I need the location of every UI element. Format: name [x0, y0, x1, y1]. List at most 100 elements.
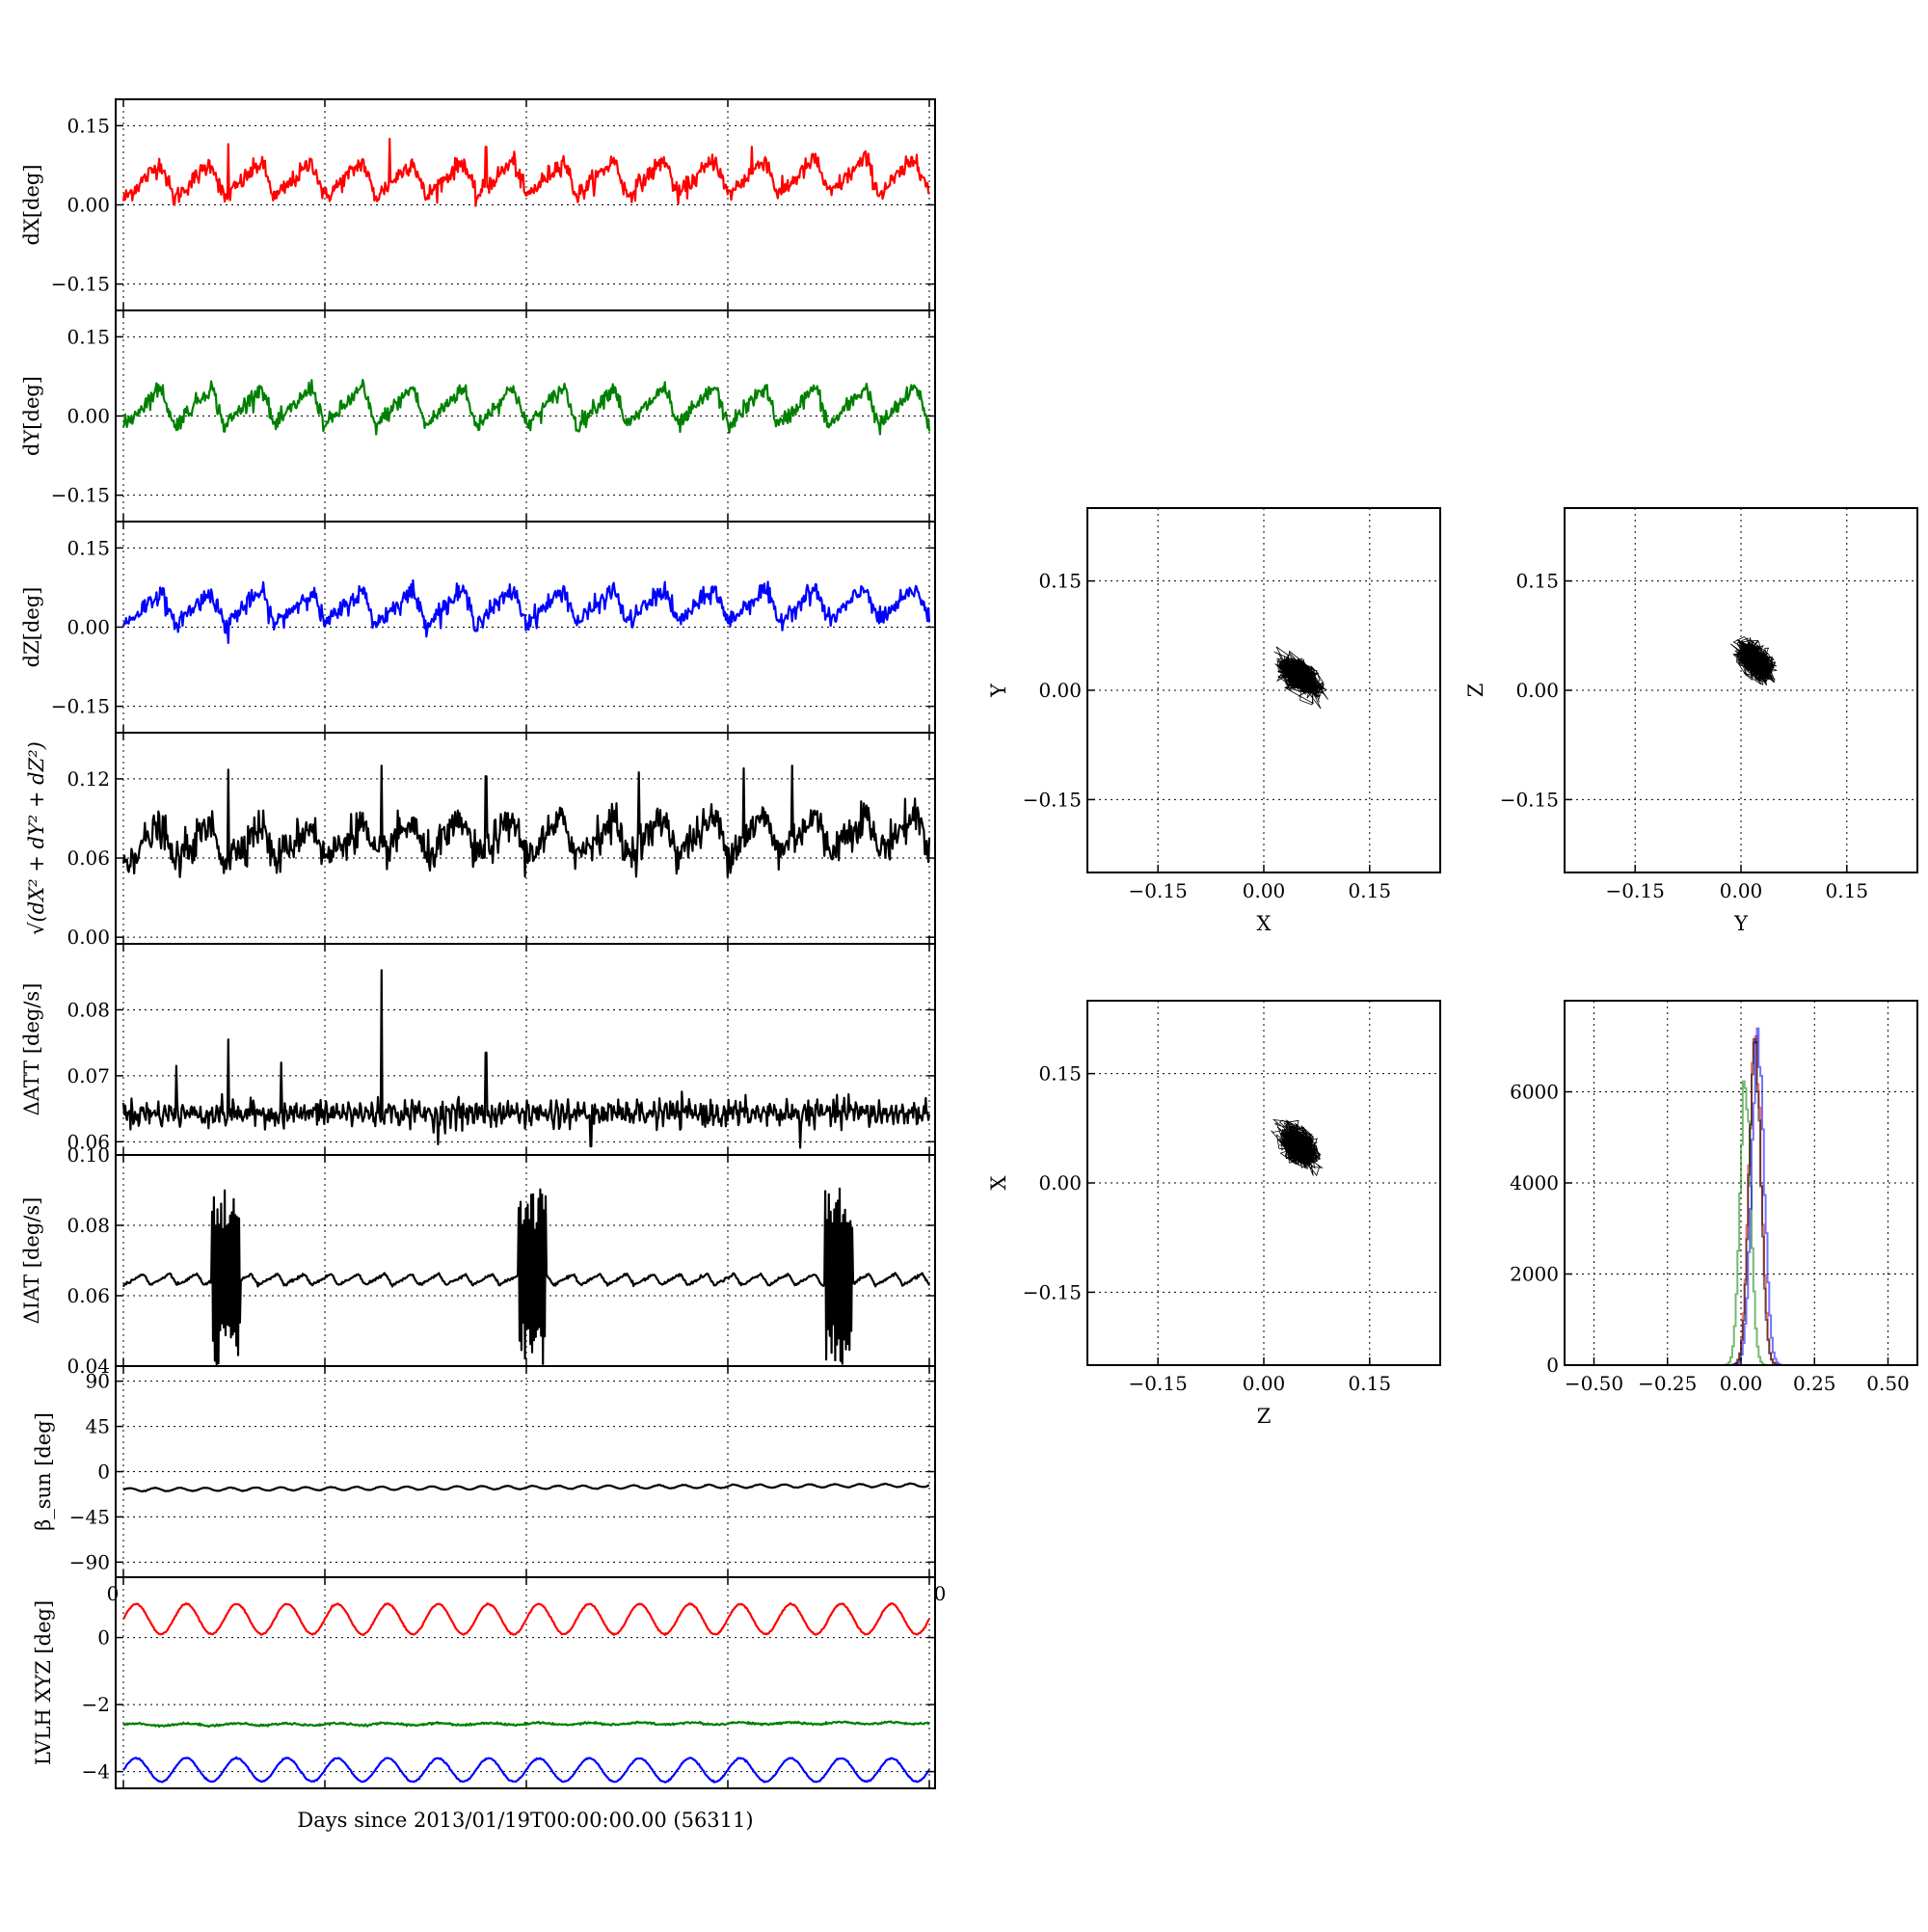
yz-ylabel-text: Z: [1464, 684, 1487, 698]
hist-xtick-label: 0.00: [1720, 1372, 1763, 1395]
beta-ytick-label: 45: [86, 1415, 110, 1438]
dZ-ylabel-text: dZ[deg]: [20, 587, 43, 668]
total-ytick-label: 0.06: [67, 846, 110, 870]
lvlh-series-Y: [122, 1720, 930, 1729]
diat-ytick-label: 0.10: [67, 1143, 110, 1167]
zx-ylabel-text: X: [987, 1175, 1010, 1190]
hist-xtick-label: −0.25: [1638, 1372, 1697, 1395]
beta-ytick-label: 0: [97, 1461, 110, 1484]
hist-xtick-label: 0.50: [1866, 1372, 1910, 1395]
dY-ytick-label: 0.15: [67, 325, 110, 348]
frame-layer: [115, 98, 1918, 1789]
lvlh-series-X: [122, 1601, 930, 1637]
timeseries-xlabel: Days since 2013/01/19T00:00:00.00 (56311…: [297, 1809, 753, 1832]
xy-xtick-label: 0.15: [1349, 879, 1392, 902]
beta-ytick-label: −45: [69, 1505, 110, 1528]
datt-series-line: [121, 969, 931, 1149]
diat-ytick-label: 0.04: [67, 1355, 110, 1378]
dZ-ytick-label: 0.15: [67, 536, 110, 559]
yz-ytick-label: 0.15: [1515, 570, 1559, 593]
dX-ytick-label: 0.00: [67, 194, 110, 217]
datt-ytick-label: 0.07: [67, 1064, 110, 1087]
stray-tick-left: 0: [107, 1582, 120, 1605]
yz-xtick-label: 0.00: [1720, 879, 1763, 902]
text-layer: −0.15 0.00 0.15 dX[deg] −0.15 0.00 0.15 dY[deg]…: [20, 114, 1910, 1783]
xy-ytick-label: 0.15: [1038, 570, 1082, 593]
total-ylabel: √(dX² + dY² + dZ²): [25, 741, 48, 935]
diat-ytick-label: 0.08: [67, 1214, 110, 1237]
dY-ylabel-text: dY[deg]: [20, 376, 43, 456]
dX-ytick-label: 0.15: [67, 114, 110, 137]
stray-tick-right: 0: [934, 1582, 947, 1605]
dY-ytick-label: 0.00: [67, 405, 110, 428]
dY-series-line: [121, 378, 931, 436]
hist-ytick-label: 6000: [1510, 1081, 1559, 1104]
dZ-ylabel: dZ[deg]: [20, 587, 43, 668]
dZ-ytick-label: 0.00: [67, 616, 110, 639]
xy-ylabel: Y: [987, 683, 1010, 698]
zx-ytick-label: 0.00: [1038, 1171, 1082, 1194]
xy-ylabel-text: Y: [987, 683, 1010, 698]
yz-xlabel: Y: [1733, 912, 1749, 935]
dZ-series-line: [121, 578, 931, 645]
total-ylabel-text: √(dX² + dY² + dZ²): [25, 741, 48, 935]
zx-xtick-label: −0.15: [1129, 1372, 1188, 1395]
lvlh-ylabel: LVLH XYZ [deg]: [32, 1600, 55, 1765]
beta-series-line: [122, 1482, 930, 1493]
total-series-line: [121, 765, 931, 878]
hist-series-dX: [1565, 1034, 1917, 1366]
zx-ytick-label: −0.15: [1023, 1280, 1082, 1303]
dY-ylabel: dY[deg]: [20, 376, 43, 456]
xy-xtick-label: 0.00: [1243, 879, 1286, 902]
data-layer: [121, 138, 1917, 1784]
xy-ytick-label: −0.15: [1023, 788, 1082, 811]
lvlh-axes-frame: [115, 1576, 936, 1789]
beta-ytick-label: −90: [69, 1550, 110, 1573]
lvlh-ytick-label: 0: [97, 1626, 110, 1650]
xy-axes-frame: [1086, 507, 1441, 873]
dX-ytick-label: −0.15: [51, 273, 110, 296]
hist-xtick-label: −0.50: [1565, 1372, 1623, 1395]
datt-ylabel: ΔATT [deg/s]: [20, 983, 43, 1116]
zx-xtick-label: 0.00: [1243, 1372, 1286, 1395]
yz-ytick-label: 0.00: [1515, 679, 1559, 702]
yz-axes-frame: [1564, 507, 1918, 873]
hist-ytick-label: 2000: [1510, 1263, 1559, 1286]
beta-ylabel: β_sun [deg]: [32, 1412, 55, 1531]
yz-ylabel: Z: [1464, 684, 1487, 698]
hist-xtick-label: 0.25: [1793, 1372, 1836, 1395]
zx-axes-frame: [1086, 1000, 1441, 1366]
zx-xtick-label: 0.15: [1349, 1372, 1392, 1395]
hist-axes-frame: [1564, 1000, 1918, 1366]
total-ytick-label: 0.00: [67, 926, 110, 949]
lvlh-ylabel-text: LVLH XYZ [deg]: [32, 1600, 55, 1765]
yz-ytick-label: −0.15: [1500, 788, 1559, 811]
yz-scatter-trace: [1730, 635, 1778, 686]
diat-ylabel: ΔIAT [deg/s]: [20, 1197, 43, 1325]
diat-ytick-label: 0.06: [67, 1284, 110, 1307]
beta-ylabel-text: β_sun [deg]: [32, 1412, 55, 1531]
xy-ytick-label: 0.00: [1038, 679, 1082, 702]
total-axes-frame: [115, 732, 936, 945]
lvlh-ytick-label: −2: [82, 1693, 110, 1716]
zx-xlabel: Z: [1257, 1405, 1272, 1428]
hist-ytick-label: 4000: [1510, 1171, 1559, 1194]
zx-scatter-trace: [1271, 1118, 1324, 1177]
xy-scatter-trace: [1273, 646, 1328, 710]
zx-ytick-label: 0.15: [1038, 1062, 1082, 1086]
xy-xlabel: X: [1257, 912, 1272, 935]
total-ytick-label: 0.12: [67, 767, 110, 791]
hist-ytick-label: 0: [1546, 1354, 1559, 1377]
dZ-ytick-label: −0.15: [51, 695, 110, 718]
yz-xtick-label: −0.15: [1606, 879, 1665, 902]
yz-xtick-label: 0.15: [1826, 879, 1869, 902]
zx-ylabel: X: [987, 1175, 1010, 1190]
datt-ytick-label: 0.08: [67, 998, 110, 1021]
lvlh-ytick-label: −4: [82, 1760, 110, 1784]
lvlh-series-Z: [122, 1756, 930, 1784]
diat-series-line: [121, 1187, 931, 1366]
dX-ylabel-text: dX[deg]: [20, 164, 43, 245]
dY-ytick-label: −0.15: [51, 484, 110, 507]
